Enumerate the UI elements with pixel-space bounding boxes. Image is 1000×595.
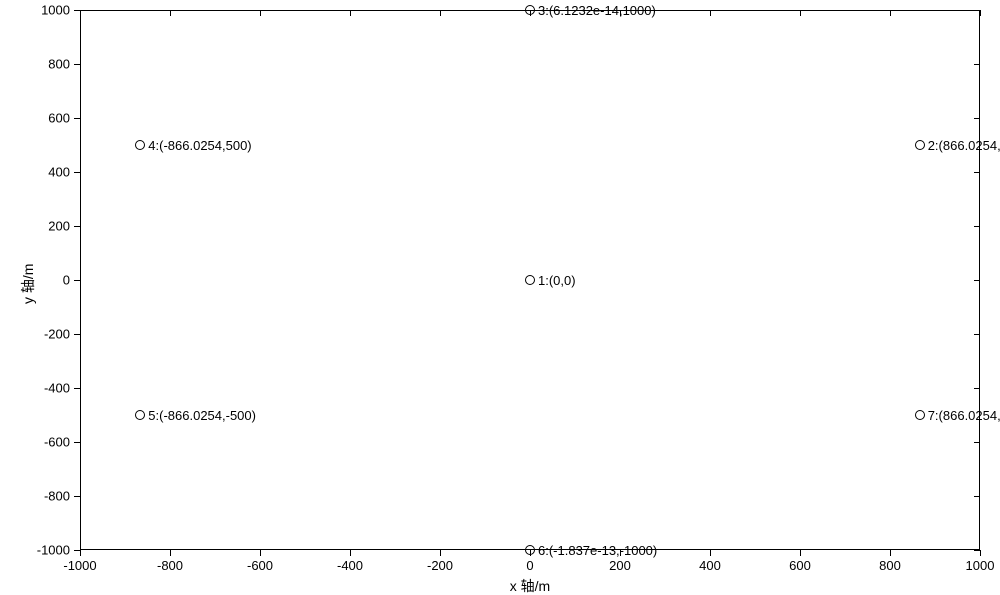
x-tick-label: -800 bbox=[157, 558, 183, 573]
y-tick bbox=[74, 496, 80, 497]
y-tick-label: 600 bbox=[48, 111, 70, 126]
y-tick-right bbox=[974, 226, 980, 227]
x-tick-label: -600 bbox=[247, 558, 273, 573]
x-tick-top bbox=[440, 10, 441, 16]
y-tick bbox=[74, 226, 80, 227]
x-tick-top bbox=[170, 10, 171, 16]
point-label: 2:(866.0254,500) bbox=[928, 138, 1000, 153]
y-tick-label: -1000 bbox=[37, 543, 70, 558]
y-tick-right bbox=[974, 496, 980, 497]
x-tick-label: 800 bbox=[879, 558, 901, 573]
x-tick-top bbox=[350, 10, 351, 16]
y-tick bbox=[74, 172, 80, 173]
y-tick bbox=[74, 64, 80, 65]
y-tick-right bbox=[974, 280, 980, 281]
y-tick-right bbox=[974, 118, 980, 119]
y-tick-right bbox=[974, 550, 980, 551]
y-tick-right bbox=[974, 442, 980, 443]
x-tick-label: 0 bbox=[526, 558, 533, 573]
point-marker bbox=[525, 275, 535, 285]
y-tick bbox=[74, 334, 80, 335]
point-marker bbox=[525, 5, 535, 15]
x-tick bbox=[440, 550, 441, 556]
point-marker bbox=[915, 410, 925, 420]
point-label: 3:(6.1232e-14,1000) bbox=[538, 3, 656, 18]
x-tick bbox=[980, 550, 981, 556]
chart-container: y 轴/m x 轴/m -1000 -800 -600 -400 -200 0 200 400… bbox=[0, 0, 1000, 595]
x-tick-top bbox=[800, 10, 801, 16]
x-tick-top bbox=[260, 10, 261, 16]
y-tick-right bbox=[974, 10, 980, 11]
x-tick-label: 400 bbox=[699, 558, 721, 573]
y-tick-label: 400 bbox=[48, 165, 70, 180]
y-tick bbox=[74, 10, 80, 11]
y-tick-label: 800 bbox=[48, 57, 70, 72]
x-tick-label: 600 bbox=[789, 558, 811, 573]
y-tick-label: 1000 bbox=[41, 3, 70, 18]
x-tick bbox=[890, 550, 891, 556]
x-tick-label: -200 bbox=[427, 558, 453, 573]
x-tick bbox=[800, 550, 801, 556]
y-tick-label: 0 bbox=[63, 273, 70, 288]
x-tick-label: 1000 bbox=[966, 558, 995, 573]
y-tick-right bbox=[974, 172, 980, 173]
point-label: 7:(866.0254,-500) bbox=[928, 408, 1000, 423]
y-tick-label: 200 bbox=[48, 219, 70, 234]
y-tick-right bbox=[974, 388, 980, 389]
point-marker bbox=[915, 140, 925, 150]
y-tick bbox=[74, 388, 80, 389]
point-label: 4:(-866.0254,500) bbox=[148, 138, 251, 153]
y-tick bbox=[74, 442, 80, 443]
x-tick-label: -400 bbox=[337, 558, 363, 573]
x-tick-top bbox=[890, 10, 891, 16]
x-tick-label: -1000 bbox=[63, 558, 96, 573]
y-tick-label: -400 bbox=[44, 381, 70, 396]
x-tick-top bbox=[980, 10, 981, 16]
y-tick bbox=[74, 550, 80, 551]
x-tick bbox=[260, 550, 261, 556]
x-tick bbox=[350, 550, 351, 556]
x-tick-top bbox=[80, 10, 81, 16]
y-axis-label: y 轴/m bbox=[18, 264, 38, 304]
y-tick-right bbox=[974, 334, 980, 335]
point-label: 5:(-866.0254,-500) bbox=[148, 408, 256, 423]
y-tick bbox=[74, 280, 80, 281]
point-label: 1:(0,0) bbox=[538, 273, 576, 288]
y-tick bbox=[74, 118, 80, 119]
y-tick-label: -800 bbox=[44, 489, 70, 504]
y-tick-right bbox=[974, 64, 980, 65]
y-tick-label: -200 bbox=[44, 327, 70, 342]
x-axis-label: x 轴/m bbox=[510, 576, 550, 595]
x-tick-label: 200 bbox=[609, 558, 631, 573]
x-tick bbox=[80, 550, 81, 556]
y-tick-label: -600 bbox=[44, 435, 70, 450]
x-tick-top bbox=[710, 10, 711, 16]
point-marker bbox=[525, 545, 535, 555]
x-tick bbox=[710, 550, 711, 556]
x-tick bbox=[170, 550, 171, 556]
point-label: 6:(-1.837e-13,-1000) bbox=[538, 543, 657, 558]
